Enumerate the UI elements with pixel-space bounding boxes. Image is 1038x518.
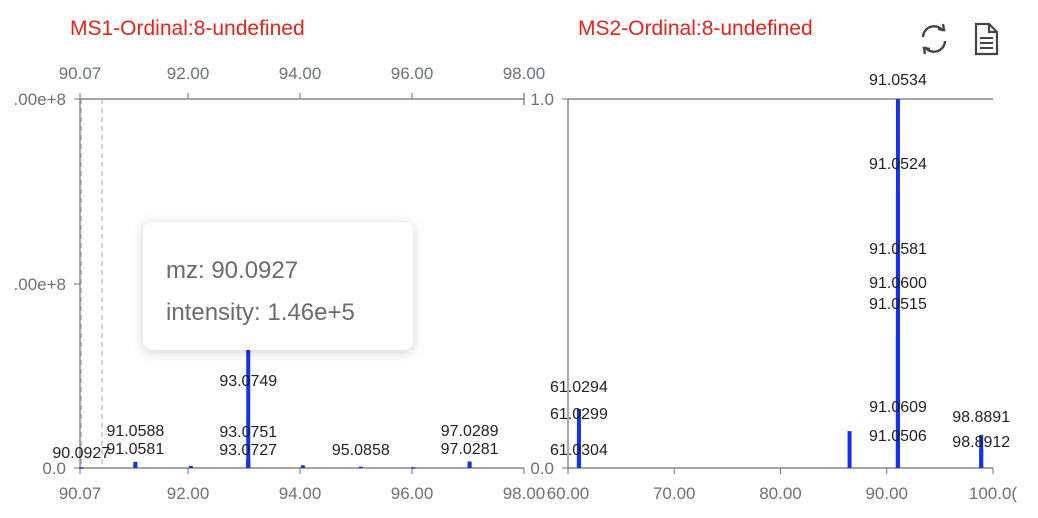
ms1-peak-bar xyxy=(246,462,251,468)
refresh-button[interactable] xyxy=(915,20,953,58)
ms2-bottom-tick-label: 90.00 xyxy=(865,484,908,503)
ms2-peak-label: 91.0581 xyxy=(869,241,927,258)
ms1-y-tick-label: 0.0 xyxy=(42,459,66,478)
ms2-bottom-tick-label: 70.00 xyxy=(653,484,696,503)
ms1-peak-label: 91.0588 xyxy=(106,423,164,440)
ms2-peak-label: 61.0294 xyxy=(550,379,608,396)
ms2-peak-bar xyxy=(895,335,900,468)
ms1-peak-label: 93.0749 xyxy=(219,373,277,390)
ms1-peak-bar xyxy=(188,465,193,468)
ms1-bottom-tick-label: 96.00 xyxy=(391,484,434,503)
ms2-peak-bar xyxy=(895,442,900,468)
ms1-peak-label: 93.0751 xyxy=(219,424,277,441)
ms1-peak-bar xyxy=(358,466,363,469)
ms1-y-tick-label: .00e+8 xyxy=(14,90,66,109)
ms2-peak-label: 91.0609 xyxy=(869,399,927,416)
ms1-y-tick-label: .00e+8 xyxy=(14,275,66,294)
ms1-top-tick-label: 96.00 xyxy=(391,64,434,83)
ms2-peak-label: 91.0515 xyxy=(869,296,927,313)
ms2-peak-bar xyxy=(979,449,984,468)
ms2-bottom-tick-label: 60.00 xyxy=(547,484,590,503)
ms2-y-tick-label: 0.0 xyxy=(530,459,554,478)
ms2-bottom-tick-label: 100.0( xyxy=(969,484,1018,503)
ms2-peak-label: 61.0304 xyxy=(550,442,608,459)
ms1-peak-label: 95.0858 xyxy=(332,442,390,459)
ms1-peak-bar xyxy=(467,463,472,468)
ms2-peak-label: 91.0534 xyxy=(869,72,927,89)
ms1-peak-bar xyxy=(133,464,138,468)
ms2-peak-label: 98.8891 xyxy=(952,409,1010,426)
ms1-top-tick-label: 90.07 xyxy=(59,64,102,83)
ms1-bottom-tick-label: 92.00 xyxy=(167,484,210,503)
ms1-peak-bar xyxy=(300,465,305,468)
ms1-bottom-tick-label: 90.07 xyxy=(59,484,102,503)
peak-tooltip: mz: 90.0927 intensity: 1.46e+5 xyxy=(143,222,413,350)
ms2-peak-label: 91.0600 xyxy=(869,275,927,292)
ms1-bottom-tick-label: 98.00 xyxy=(503,484,546,503)
ms1-peak-bar xyxy=(246,288,251,468)
refresh-icon xyxy=(921,23,947,55)
ms1-peak-bar xyxy=(411,467,416,469)
ms1-top-tick-label: 98.00 xyxy=(503,64,546,83)
tooltip-intensity: intensity: 1.46e+5 xyxy=(166,299,355,326)
document-icon xyxy=(974,22,999,56)
ms1-peak-label: 93.0727 xyxy=(219,442,277,459)
document-button[interactable] xyxy=(966,20,1004,58)
ms2-peak-bar xyxy=(847,431,852,468)
ms2-peak-bar xyxy=(576,449,581,468)
ms1-peak-bar xyxy=(79,467,84,469)
ms1-peak-label: 97.0289 xyxy=(441,423,499,440)
ms2-bottom-tick-label: 80.00 xyxy=(759,484,802,503)
ms2-peak-label: 91.0506 xyxy=(869,428,927,445)
ms2-chart-title: MS2-Ordinal:8-undefined xyxy=(578,17,813,40)
ms1-chart-title: MS1-Ordinal:8-undefined xyxy=(70,17,305,40)
ms1-peak-label: 91.0581 xyxy=(106,441,164,458)
ms2-peak-label: 98.8912 xyxy=(952,434,1010,451)
ms1-peak-label: 90.0927 xyxy=(52,445,110,462)
ms1-top-tick-label: 94.00 xyxy=(279,64,322,83)
ms2-y-tick-label: 1.0 xyxy=(530,90,554,109)
ms2-peak-label: 61.0299 xyxy=(550,406,608,423)
ms2-peak-bar xyxy=(896,416,901,468)
ms2-peak-label: 91.0524 xyxy=(869,156,927,173)
tooltip-mz: mz: 90.0927 xyxy=(166,257,299,284)
ms1-top-tick-label: 92.00 xyxy=(167,64,210,83)
ms1-bottom-tick-label: 94.00 xyxy=(279,484,322,503)
ms1-peak-label: 97.0281 xyxy=(441,441,499,458)
